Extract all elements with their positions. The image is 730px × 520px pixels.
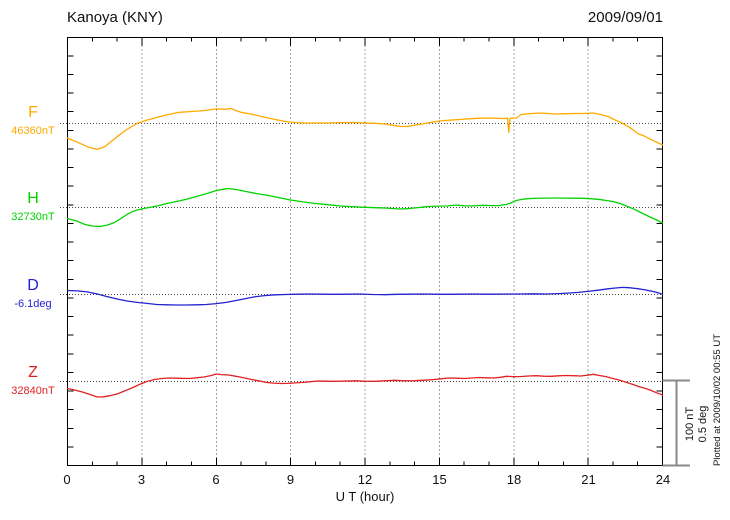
station-title: Kanoya (KNY) [67, 9, 163, 26]
x-tick-3: 3 [137, 472, 146, 487]
channel-baseline-h: 32730nT [11, 211, 55, 223]
x-tick-6: 6 [212, 472, 220, 487]
channel-label-d: D -6.1deg [2, 278, 64, 310]
scale-bar-nt-label: 100 nT [684, 406, 696, 442]
trace-h [66, 187, 664, 228]
x-tick-15: 15 [432, 472, 447, 487]
trace-d [66, 286, 664, 306]
x-tick-21: 21 [581, 472, 596, 487]
x-tick-18: 18 [506, 472, 522, 487]
channel-letter-f: F [28, 104, 38, 121]
date-label: 2009/09/01 [587, 9, 663, 26]
trace-f [66, 107, 664, 150]
x-tick-24: 24 [655, 472, 671, 487]
trace-z [66, 373, 664, 398]
scale-bar-deg-label: 0.5 deg [697, 405, 709, 443]
channel-baseline-z: 32840nT [11, 385, 55, 397]
scale-bar-label: 100 nT 0.5 deg [684, 403, 710, 445]
x-tick-9: 9 [286, 472, 295, 487]
x-axis-title: U T (hour) [335, 489, 395, 504]
x-tick-12: 12 [357, 472, 373, 487]
channel-label-z: Z 32840nT [2, 365, 64, 397]
x-tick-0: 0 [63, 472, 71, 487]
channel-label-f: F 46360nT [2, 105, 64, 137]
plotted-at-note: Plotted at 2009/10/02 00:55 UT [712, 333, 723, 467]
channel-baseline-f: 46360nT [11, 125, 55, 137]
channel-letter-h: H [27, 190, 39, 207]
channel-letter-d: D [27, 277, 39, 294]
channel-letter-z: Z [28, 364, 38, 381]
channel-baseline-d: -6.1deg [14, 298, 52, 310]
channel-label-h: H 32730nT [2, 191, 64, 223]
